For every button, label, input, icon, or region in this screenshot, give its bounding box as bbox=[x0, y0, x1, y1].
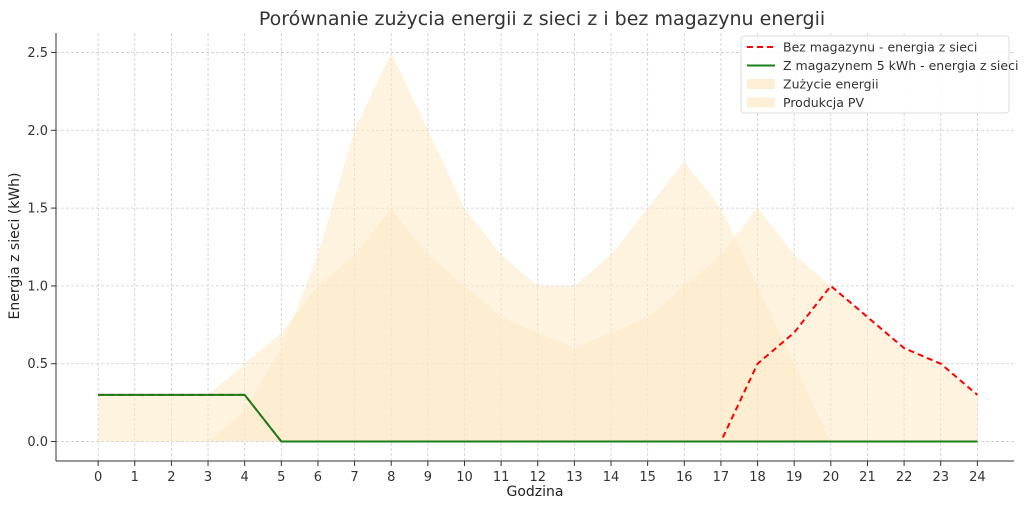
x-tick-label: 21 bbox=[859, 470, 876, 485]
legend-item-label: Produkcja PV bbox=[783, 95, 864, 110]
y-tick-label: 2.5 bbox=[27, 46, 48, 61]
legend-item-label: Bez magazynu - energia z sieci bbox=[783, 40, 977, 55]
x-tick-label: 12 bbox=[529, 470, 546, 485]
x-tick-label: 16 bbox=[676, 470, 693, 485]
series-areas bbox=[98, 52, 978, 442]
legend-box bbox=[740, 35, 1010, 114]
y-tick-label: 1.5 bbox=[27, 202, 48, 217]
x-tick-label: 15 bbox=[639, 470, 656, 485]
x-tick-label: 24 bbox=[969, 470, 986, 485]
legend-item-label: Z magazynem 5 kWh - energia z sieci bbox=[783, 58, 1018, 73]
line-series-1 bbox=[98, 393, 978, 443]
y-axis-ticks: 0.0 0.5 1.0 1.5 2.0 2.5 bbox=[27, 46, 56, 450]
x-tick-label: 9 bbox=[424, 470, 432, 485]
legend: Bez magazynu - energia z sieci Z magazyne… bbox=[740, 35, 1018, 114]
x-tick-label: 20 bbox=[823, 470, 840, 485]
y-tick-label: 1.0 bbox=[27, 279, 48, 294]
area-series-3 bbox=[98, 52, 978, 442]
x-tick-label: 0 bbox=[94, 470, 102, 485]
x-tick-label: 1 bbox=[131, 470, 139, 485]
x-tick-label: 4 bbox=[241, 470, 249, 485]
x-tick-label: 18 bbox=[749, 470, 766, 485]
x-tick-label: 10 bbox=[456, 470, 473, 485]
x-axis-ticks: 0 1 2 3 4 5 6 7 8 9 10 11 12 13 14 15 16 17 18 19 20 21 22 23 24 bbox=[94, 461, 986, 485]
legend-swatch-area bbox=[747, 97, 775, 108]
x-tick-label: 2 bbox=[167, 470, 175, 485]
legend-swatch-area bbox=[747, 79, 775, 89]
x-tick-label: 6 bbox=[314, 470, 322, 485]
x-tick-label: 8 bbox=[387, 470, 395, 485]
x-tick-label: 23 bbox=[932, 470, 949, 485]
x-tick-label: 17 bbox=[713, 470, 730, 485]
x-tick-label: 19 bbox=[786, 470, 803, 485]
x-tick-label: 5 bbox=[277, 470, 285, 485]
series-lines bbox=[98, 284, 979, 443]
x-tick-label: 11 bbox=[493, 470, 510, 485]
chart-title: Porównanie zużycia energii z sieci z i b… bbox=[259, 8, 825, 30]
axes bbox=[55, 33, 1014, 462]
x-tick-label: 3 bbox=[204, 470, 212, 485]
x-tick-label: 7 bbox=[350, 470, 358, 485]
x-tick-label: 14 bbox=[603, 470, 620, 485]
y-tick-label: 0.5 bbox=[27, 357, 48, 372]
y-axis-label: Energia z sieci (kWh) bbox=[7, 172, 23, 319]
x-axis-label: Godzina bbox=[507, 484, 564, 500]
legend-item-label: Zużycie energii bbox=[783, 77, 879, 92]
x-tick-label: 13 bbox=[566, 470, 583, 485]
y-tick-label: 0.0 bbox=[27, 435, 48, 450]
x-tick-label: 22 bbox=[896, 470, 913, 485]
y-tick-label: 2.0 bbox=[27, 124, 48, 139]
